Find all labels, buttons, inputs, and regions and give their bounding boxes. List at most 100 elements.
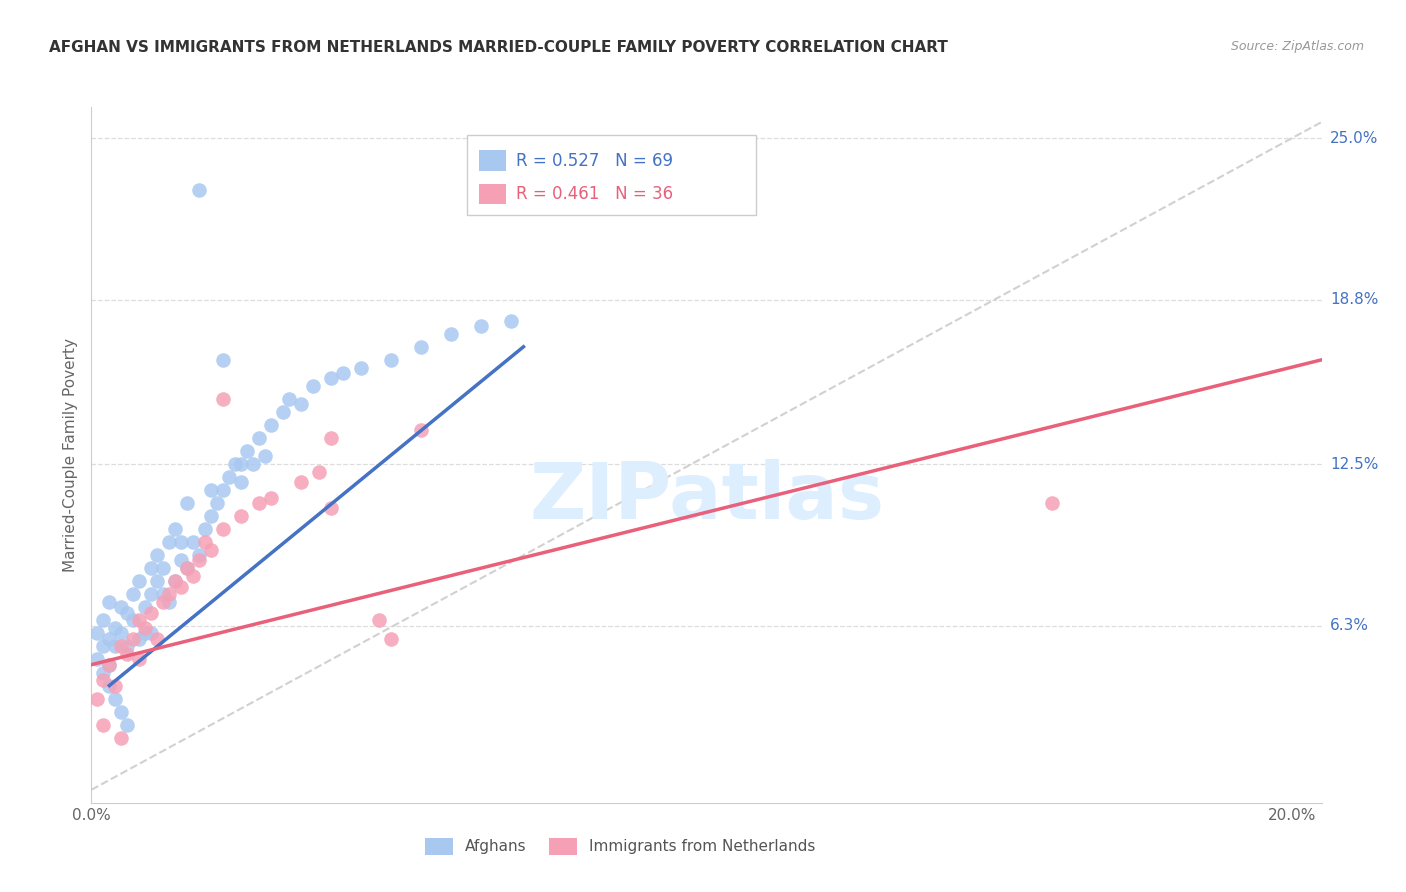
Text: Source: ZipAtlas.com: Source: ZipAtlas.com: [1230, 40, 1364, 54]
Point: [110, 626, 132, 640]
Point: [321, 501, 343, 516]
Point: [128, 574, 150, 589]
FancyBboxPatch shape: [467, 135, 756, 215]
Text: 25.0%: 25.0%: [1330, 131, 1378, 145]
Point: [200, 543, 222, 558]
Point: [128, 652, 150, 666]
Point: [152, 595, 174, 609]
Point: [236, 444, 259, 458]
Point: [212, 522, 235, 536]
Point: [290, 475, 312, 490]
Point: [86, 626, 108, 640]
Point: [194, 535, 217, 549]
Point: [170, 553, 193, 567]
Point: [260, 417, 283, 432]
Point: [141, 561, 163, 575]
Point: [332, 366, 354, 380]
Point: [98, 595, 121, 609]
Point: [1040, 496, 1063, 510]
Point: [231, 475, 253, 490]
FancyBboxPatch shape: [479, 184, 506, 204]
Point: [321, 371, 343, 385]
Point: [117, 647, 139, 661]
Point: [165, 574, 187, 589]
Point: [146, 548, 169, 562]
Point: [290, 397, 312, 411]
Point: [176, 561, 198, 575]
Point: [165, 574, 187, 589]
Point: [302, 379, 325, 393]
Point: [98, 657, 121, 672]
Point: [141, 626, 163, 640]
Point: [170, 535, 193, 549]
FancyBboxPatch shape: [479, 150, 506, 171]
Point: [380, 632, 402, 646]
Point: [93, 717, 115, 731]
Point: [122, 587, 145, 601]
Point: [440, 326, 463, 341]
Point: [141, 587, 163, 601]
Text: ZIPatlas: ZIPatlas: [529, 458, 884, 534]
Point: [411, 340, 433, 354]
Point: [110, 705, 132, 719]
Text: 6.3%: 6.3%: [1330, 618, 1369, 633]
Point: [134, 626, 156, 640]
Point: [157, 535, 180, 549]
Point: [104, 691, 127, 706]
Point: [141, 606, 163, 620]
Point: [117, 640, 139, 654]
Point: [104, 679, 127, 693]
Text: R = 0.461   N = 36: R = 0.461 N = 36: [516, 185, 673, 203]
Point: [231, 509, 253, 524]
Point: [165, 522, 187, 536]
Point: [260, 491, 283, 505]
Point: [146, 632, 169, 646]
Point: [110, 640, 132, 654]
Point: [188, 183, 211, 197]
Point: [93, 673, 115, 688]
Point: [128, 632, 150, 646]
Point: [170, 580, 193, 594]
Point: [128, 614, 150, 628]
Point: [110, 600, 132, 615]
Point: [146, 574, 169, 589]
Point: [98, 679, 121, 693]
Point: [183, 569, 205, 583]
Point: [501, 314, 523, 328]
Point: [93, 614, 115, 628]
Point: [200, 483, 222, 497]
Point: [194, 522, 217, 536]
Point: [321, 431, 343, 445]
Point: [249, 496, 271, 510]
Point: [86, 652, 108, 666]
Point: [273, 405, 295, 419]
Point: [212, 483, 235, 497]
Point: [308, 465, 330, 479]
Point: [134, 600, 156, 615]
Point: [117, 606, 139, 620]
Point: [176, 496, 198, 510]
Point: [218, 470, 240, 484]
Point: [152, 561, 174, 575]
Point: [104, 621, 127, 635]
Point: [231, 457, 253, 471]
Point: [104, 640, 127, 654]
Point: [224, 457, 246, 471]
Text: 18.8%: 18.8%: [1330, 293, 1378, 308]
Point: [122, 632, 145, 646]
Point: [207, 496, 229, 510]
Point: [200, 509, 222, 524]
Point: [86, 691, 108, 706]
Point: [368, 614, 391, 628]
Point: [93, 665, 115, 680]
Point: [157, 595, 180, 609]
Point: [176, 561, 198, 575]
Text: 12.5%: 12.5%: [1330, 457, 1378, 472]
Point: [134, 621, 156, 635]
Point: [212, 352, 235, 367]
Point: [157, 587, 180, 601]
Legend: Afghans, Immigrants from Netherlands: Afghans, Immigrants from Netherlands: [419, 831, 821, 862]
Y-axis label: Married-Couple Family Poverty: Married-Couple Family Poverty: [63, 338, 79, 572]
Point: [98, 632, 121, 646]
Point: [110, 731, 132, 745]
